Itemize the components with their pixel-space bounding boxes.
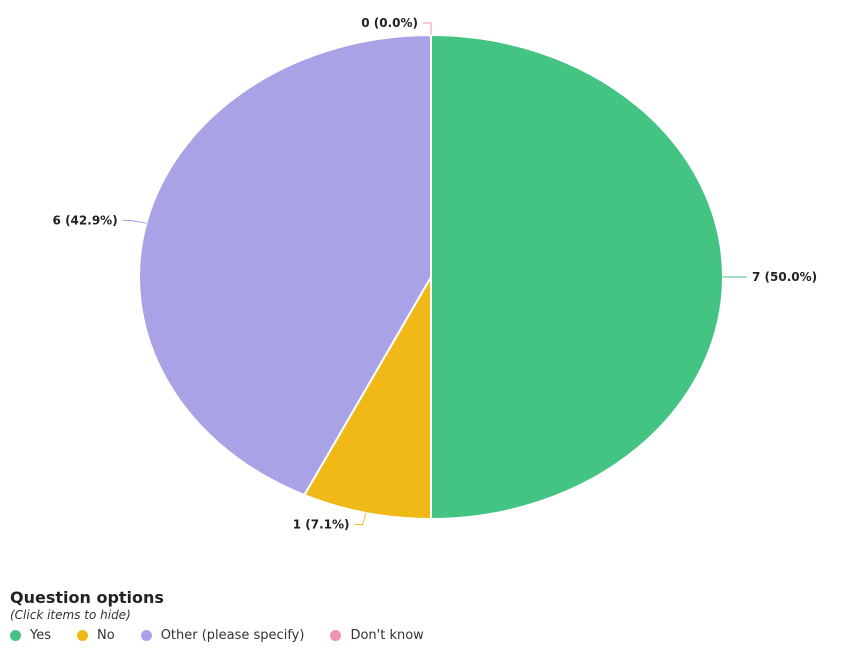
data-label-no: 1 (7.1%) — [293, 518, 350, 532]
legend-swatch-yes — [10, 630, 21, 641]
data-label-yes: 7 (50.0%) — [752, 270, 817, 284]
legend-item-no[interactable]: No — [77, 628, 115, 643]
pie-slice-other[interactable] — [138, 33, 432, 497]
legend-item-dont-know[interactable]: Don't know — [330, 628, 424, 643]
data-label-connector-other — [122, 220, 147, 224]
legend-label-dont-know: Don't know — [350, 628, 424, 643]
pie-slice-yes[interactable] — [430, 33, 724, 521]
legend-swatch-other — [140, 630, 152, 641]
pie-chart: 7 (50.0%) 1 (7.1%) 6 (42.9%) 0 (0.0%) — [53, 16, 818, 532]
legend-label-other: Other (please specify) — [160, 628, 305, 643]
legend-title: Question options — [10, 588, 164, 607]
legend-label-no: No — [97, 628, 115, 643]
legend-item-yes[interactable]: Yes — [10, 628, 51, 643]
legend-swatch-no — [77, 630, 88, 641]
legend-label-yes: Yes — [30, 628, 51, 643]
legend: Yes No Other (please specify) Don't know — [10, 628, 450, 643]
legend-item-other[interactable]: Other (please specify) — [140, 628, 305, 643]
legend-hint: (Click items to hide) — [10, 608, 131, 622]
data-label-other: 6 (42.9%) — [53, 214, 118, 228]
data-label-dont-know: 0 (0.0%) — [361, 16, 418, 30]
legend-swatch-dont-know — [330, 630, 342, 641]
data-label-connector-dont-know — [423, 22, 432, 35]
data-label-connector-no — [354, 512, 367, 526]
